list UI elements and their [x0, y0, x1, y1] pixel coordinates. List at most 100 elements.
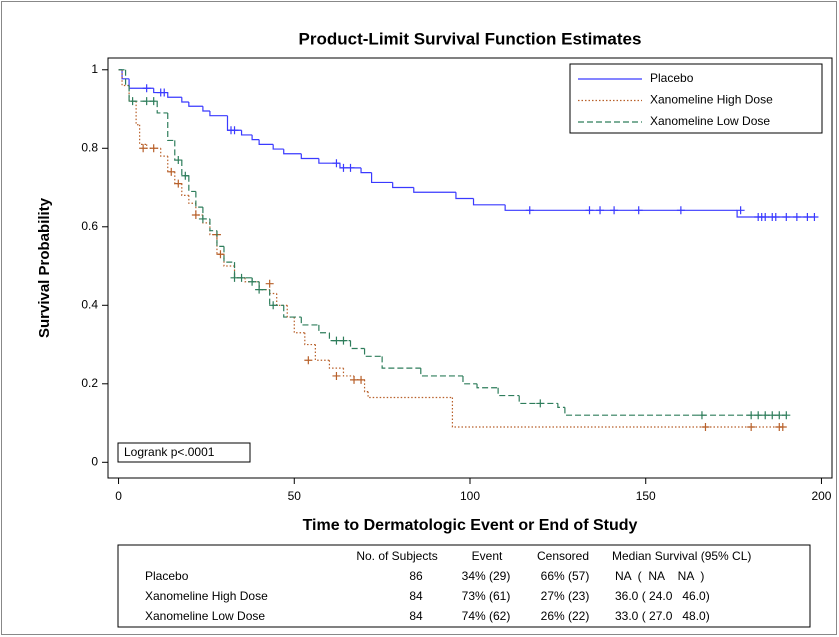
- y-tick-label: 0.8: [81, 140, 98, 154]
- censor-mark: [230, 273, 239, 282]
- survival-step: [233, 262, 253, 279]
- x-tick-label: 200: [811, 489, 831, 503]
- chart-title: Product-Limit Survival Function Estimate…: [299, 29, 642, 48]
- censor-mark: [782, 411, 791, 420]
- survival-step: [413, 187, 456, 193]
- x-axis-title: Time to Dermatologic Event or End of Stu…: [303, 517, 638, 534]
- survival-step: [564, 407, 787, 416]
- survival-step: [202, 106, 210, 112]
- censor-mark: [346, 163, 355, 172]
- table-cell: Placebo: [145, 569, 189, 583]
- censor-mark: [610, 206, 619, 215]
- censor-mark: [174, 179, 183, 188]
- table-header: No. of Subjects: [356, 549, 437, 563]
- table-cell: 34% (29): [462, 569, 511, 583]
- survival-step: [283, 149, 302, 155]
- censor-mark: [167, 167, 176, 176]
- censor-mark: [198, 214, 207, 223]
- table-cell: 66% (57): [541, 569, 590, 583]
- legend-label: Xanomeline Low Dose: [650, 114, 770, 128]
- censor-mark: [255, 285, 264, 294]
- survival-step: [272, 144, 284, 150]
- survival-step: [462, 375, 478, 385]
- table-cell: 73% (61): [462, 589, 511, 603]
- censor-mark: [357, 375, 366, 384]
- table-cell: 27% (23): [541, 589, 590, 603]
- survival-step: [216, 230, 224, 248]
- survival-step: [304, 332, 316, 346]
- censor-mark: [304, 356, 313, 365]
- survival-step: [420, 368, 463, 377]
- survival-step: [363, 379, 369, 393]
- table-cell: Xanomeline High Dose: [145, 589, 268, 603]
- survival-step: [283, 305, 302, 318]
- table-cell: 26% (22): [541, 609, 590, 623]
- censor-mark: [332, 336, 341, 345]
- censor-mark: [350, 375, 359, 384]
- survival-step: [497, 387, 520, 397]
- survival-step: [209, 222, 217, 236]
- y-tick-label: 1: [91, 62, 98, 76]
- table-cell: 84: [409, 589, 423, 603]
- censor-mark: [139, 144, 148, 153]
- y-tick-label: 0.4: [81, 297, 98, 311]
- censor-mark: [128, 97, 137, 106]
- table-cell: 36.0 ( 24.0 46.0): [615, 589, 710, 603]
- x-tick-label: 0: [115, 489, 122, 503]
- legend-box: [569, 63, 823, 134]
- survival-step: [300, 317, 319, 326]
- survival-step: [240, 130, 253, 136]
- survival-step: [188, 175, 196, 193]
- survival-step: [188, 195, 196, 204]
- censor-mark: [697, 411, 706, 420]
- censor-mark: [525, 206, 534, 215]
- survival-step: [472, 198, 506, 206]
- table-cell: 84: [409, 609, 423, 623]
- table-frame: [117, 544, 811, 628]
- censor-mark: [676, 206, 685, 215]
- y-tick-label: 0: [91, 454, 98, 468]
- table-cell: 74% (62): [462, 609, 511, 623]
- censor-mark: [585, 206, 594, 215]
- censor-mark: [332, 159, 341, 168]
- censor-mark: [771, 212, 780, 221]
- table-header: Event: [472, 549, 503, 563]
- survival-step: [244, 277, 260, 283]
- censor-mark: [747, 411, 756, 420]
- censor-mark: [754, 411, 763, 420]
- censor-mark: [248, 277, 257, 286]
- y-tick-label: 0.2: [81, 376, 98, 390]
- survival-step: [195, 191, 203, 208]
- table-header: Censored: [537, 549, 589, 563]
- censor-mark: [160, 88, 169, 97]
- x-tick-label: 50: [288, 489, 302, 503]
- survival-step: [188, 101, 203, 107]
- table-cell: Xanomeline Low Dose: [145, 609, 265, 623]
- survival-step: [181, 97, 189, 103]
- table-cell: 33.0 ( 27.0 48.0): [615, 609, 710, 623]
- annotation: Logrank p<.0001: [124, 445, 215, 459]
- survival-step: [124, 69, 130, 87]
- censor-mark: [181, 171, 190, 180]
- censor-mark: [149, 97, 158, 106]
- survival-step: [349, 340, 365, 350]
- survival-step: [518, 395, 558, 405]
- censor-mark: [803, 212, 812, 221]
- table-cell: NA ( NA NA ): [615, 569, 704, 583]
- survival-step: [455, 192, 474, 200]
- x-tick-label: 100: [460, 489, 480, 503]
- survival-step: [300, 153, 319, 160]
- censor-mark: [339, 163, 348, 172]
- survival-step: [258, 139, 274, 145]
- survival-step: [363, 348, 383, 357]
- y-axis-title: Survival Probability: [36, 197, 53, 338]
- censor-mark: [701, 422, 710, 431]
- survival-step: [342, 368, 355, 377]
- survival-step: [251, 134, 260, 141]
- censor-mark: [782, 212, 791, 221]
- censor-mark: [230, 126, 239, 135]
- x-tick-label: 150: [636, 489, 656, 503]
- censor-mark: [149, 144, 158, 153]
- censor-mark: [634, 206, 643, 215]
- censor-mark: [536, 399, 545, 408]
